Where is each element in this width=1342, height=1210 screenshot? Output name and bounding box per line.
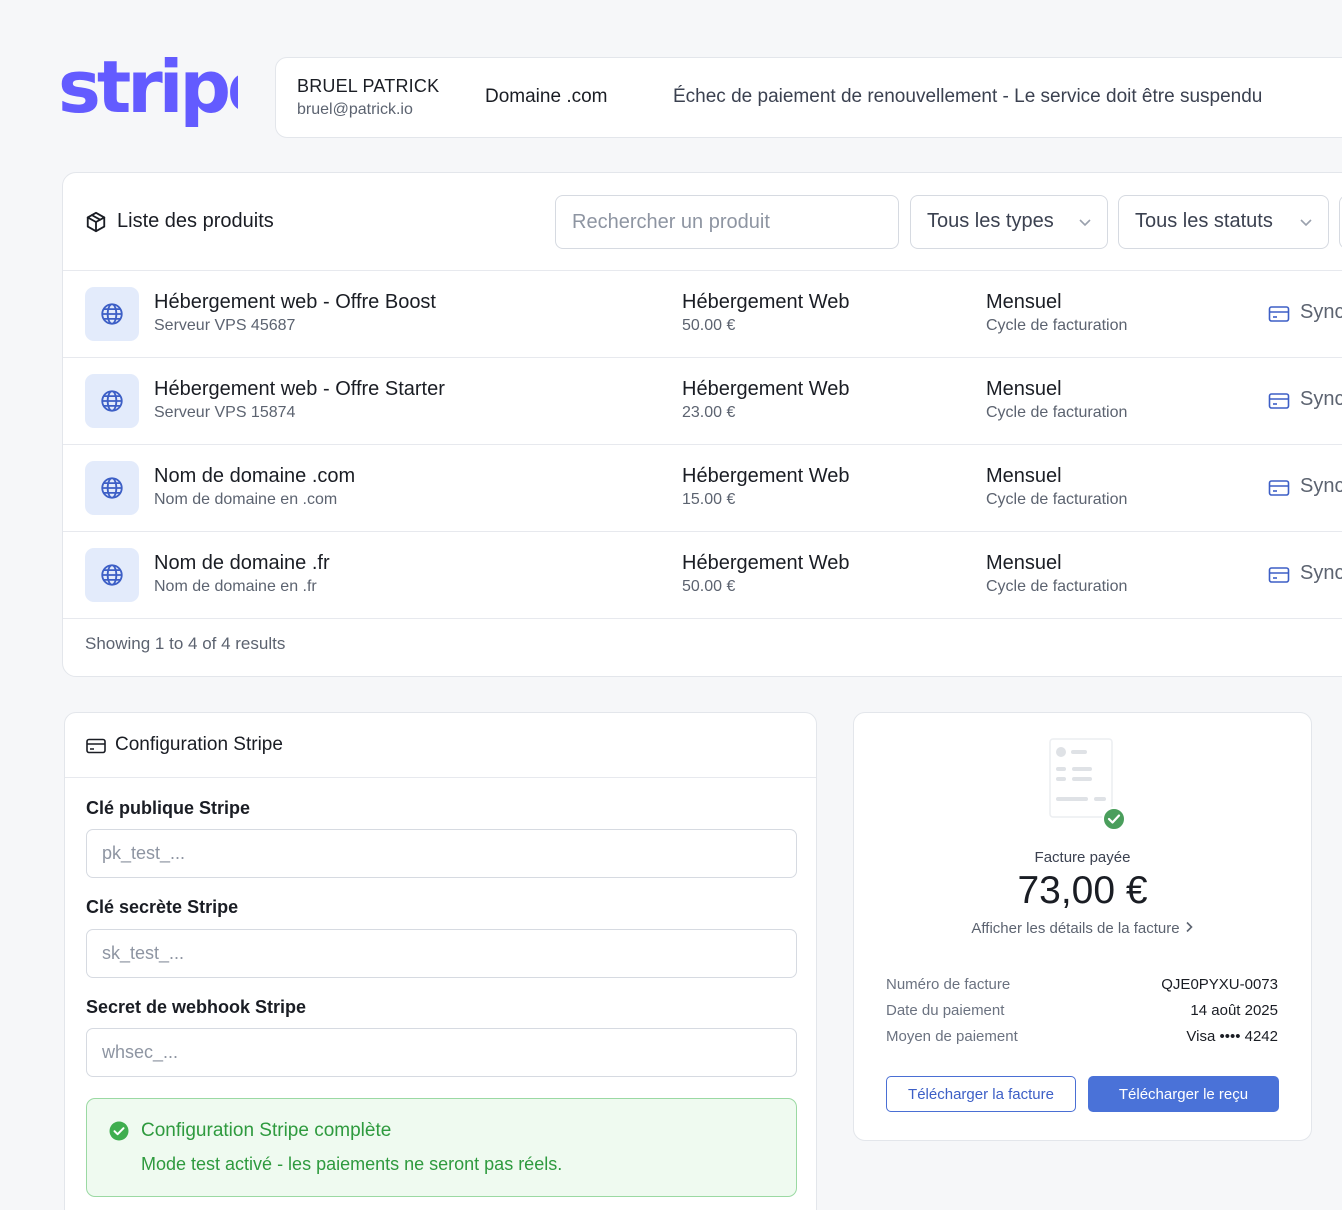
product-price: 23.00 € bbox=[682, 404, 736, 421]
product-name: Hébergement web - Offre Boost bbox=[154, 291, 436, 313]
customer-domain: Domaine .com bbox=[485, 86, 608, 107]
download-receipt-button[interactable]: Télécharger le reçu bbox=[1088, 1076, 1279, 1112]
pagination-summary: Showing 1 to 4 of 4 results bbox=[85, 634, 286, 653]
invoice-panel: Facture payée 73,00 € Afficher les détai… bbox=[853, 712, 1312, 1141]
config-header: Configuration Stripe bbox=[65, 713, 816, 778]
type-filter-select[interactable]: Tous les types bbox=[910, 195, 1108, 249]
product-cycle: Mensuel bbox=[986, 291, 1062, 313]
globe-icon bbox=[101, 564, 123, 586]
stripe-logo-text: stripe bbox=[58, 50, 238, 129]
chevron-down-icon bbox=[1079, 219, 1091, 227]
product-row[interactable]: Hébergement web - Offre Starter Serveur … bbox=[63, 358, 1342, 445]
invoice-status-label: Facture payée bbox=[1034, 849, 1131, 866]
credit-card-icon bbox=[1268, 393, 1290, 409]
sync-button[interactable]: Sync bbox=[1300, 388, 1342, 410]
product-search-input[interactable] bbox=[555, 195, 899, 249]
status-filter-value: Tous les statuts bbox=[1135, 210, 1273, 232]
webhook-secret-input[interactable] bbox=[86, 1028, 797, 1077]
globe-icon bbox=[101, 477, 123, 499]
customer-email: bruel@patrick.io bbox=[297, 101, 413, 118]
invoice-field-value: QJE0PYXU-0073 bbox=[1161, 976, 1278, 993]
credit-card-icon bbox=[1268, 480, 1290, 496]
product-row[interactable]: Hébergement web - Offre Boost Serveur VP… bbox=[63, 271, 1342, 358]
invoice-field-key: Date du paiement bbox=[886, 1002, 1005, 1019]
product-subtitle: Serveur VPS 45687 bbox=[154, 317, 296, 334]
invoice-field-key: Moyen de paiement bbox=[886, 1028, 1018, 1045]
invoice-amount: 73,00 € bbox=[1017, 869, 1148, 912]
product-cycle-label: Cycle de facturation bbox=[986, 578, 1128, 595]
chevron-right-icon bbox=[1186, 921, 1193, 933]
product-row[interactable]: Nom de domaine .com Nom de domaine en .c… bbox=[63, 445, 1342, 532]
product-cycle: Mensuel bbox=[986, 465, 1062, 487]
product-name: Hébergement web - Offre Starter bbox=[154, 378, 445, 400]
customer-name: BRUEL PATRICK bbox=[297, 76, 440, 96]
invoice-field-key: Numéro de facture bbox=[886, 976, 1011, 993]
globe-icon-box bbox=[85, 461, 139, 515]
globe-icon-box bbox=[85, 548, 139, 602]
product-cycle-label: Cycle de facturation bbox=[986, 404, 1128, 421]
config-title: Configuration Stripe bbox=[115, 734, 283, 755]
public-key-label: Clé publique Stripe bbox=[86, 798, 251, 818]
product-type: Hébergement Web bbox=[682, 291, 850, 313]
globe-icon bbox=[101, 303, 123, 325]
globe-icon-box bbox=[85, 287, 139, 341]
globe-icon bbox=[101, 390, 123, 412]
sync-button[interactable]: Sync bbox=[1300, 562, 1342, 584]
product-price: 15.00 € bbox=[682, 491, 736, 508]
product-cycle: Mensuel bbox=[986, 378, 1062, 400]
config-success-alert: Configuration Stripe complète Mode test … bbox=[86, 1098, 797, 1197]
invoice-paid-icon bbox=[1049, 738, 1126, 831]
chevron-down-icon bbox=[1300, 219, 1312, 227]
public-key-input[interactable] bbox=[86, 829, 797, 878]
product-name: Nom de domaine .fr bbox=[154, 552, 330, 574]
product-name: Nom de domaine .com bbox=[154, 465, 356, 487]
product-type: Hébergement Web bbox=[682, 378, 850, 400]
invoice-field-value: Visa •••• 4242 bbox=[1186, 1028, 1278, 1045]
type-filter-value: Tous les types bbox=[927, 210, 1054, 232]
product-subtitle: Serveur VPS 15874 bbox=[154, 404, 296, 421]
credit-card-icon bbox=[1268, 306, 1290, 322]
product-subtitle: Nom de domaine en .fr bbox=[154, 578, 317, 595]
product-price: 50.00 € bbox=[682, 578, 736, 595]
credit-card-icon bbox=[86, 738, 106, 754]
stripe-config-panel: Configuration Stripe Clé publique Stripe… bbox=[64, 712, 817, 1210]
product-cycle-label: Cycle de facturation bbox=[986, 317, 1128, 334]
invoice-field-value: 14 août 2025 bbox=[1190, 1002, 1278, 1019]
invoice-details-link[interactable]: Afficher les détails de la facture bbox=[854, 920, 1311, 937]
credit-card-icon bbox=[1268, 567, 1290, 583]
product-type: Hébergement Web bbox=[682, 552, 850, 574]
secret-key-label: Clé secrète Stripe bbox=[86, 897, 239, 917]
product-cycle: Mensuel bbox=[986, 552, 1062, 574]
products-panel: Liste des produits Tous les types Tous l… bbox=[62, 172, 1342, 677]
product-row[interactable]: Nom de domaine .fr Nom de domaine en .fr… bbox=[63, 532, 1342, 619]
package-icon bbox=[86, 211, 106, 233]
sync-button[interactable]: Sync bbox=[1300, 475, 1342, 497]
product-cycle-label: Cycle de facturation bbox=[986, 491, 1128, 508]
products-toolbar: Liste des produits Tous les types Tous l… bbox=[63, 173, 1342, 271]
sync-button[interactable]: Sync bbox=[1300, 301, 1342, 323]
customer-header: BRUEL PATRICK bruel@patrick.io Domaine .… bbox=[275, 57, 1342, 138]
product-type: Hébergement Web bbox=[682, 465, 850, 487]
product-price: 50.00 € bbox=[682, 317, 736, 334]
success-message: Mode test activé - les paiements ne sero… bbox=[141, 1154, 563, 1174]
webhook-secret-label: Secret de webhook Stripe bbox=[86, 997, 307, 1017]
download-invoice-button[interactable]: Télécharger la facture bbox=[886, 1076, 1076, 1112]
stripe-logo: stripe bbox=[58, 50, 238, 129]
invoice-details-text: Afficher les détails de la facture bbox=[971, 920, 1180, 937]
globe-icon-box bbox=[85, 374, 139, 428]
success-title: Configuration Stripe complète bbox=[141, 1120, 392, 1141]
products-title: Liste des produits bbox=[117, 210, 274, 232]
status-filter-select[interactable]: Tous les statuts bbox=[1118, 195, 1329, 249]
status-message: Échec de paiement de renouvellement - Le… bbox=[673, 86, 1263, 107]
product-subtitle: Nom de domaine en .com bbox=[154, 491, 338, 508]
check-circle-icon bbox=[109, 1121, 129, 1141]
secret-key-input[interactable] bbox=[86, 929, 797, 978]
